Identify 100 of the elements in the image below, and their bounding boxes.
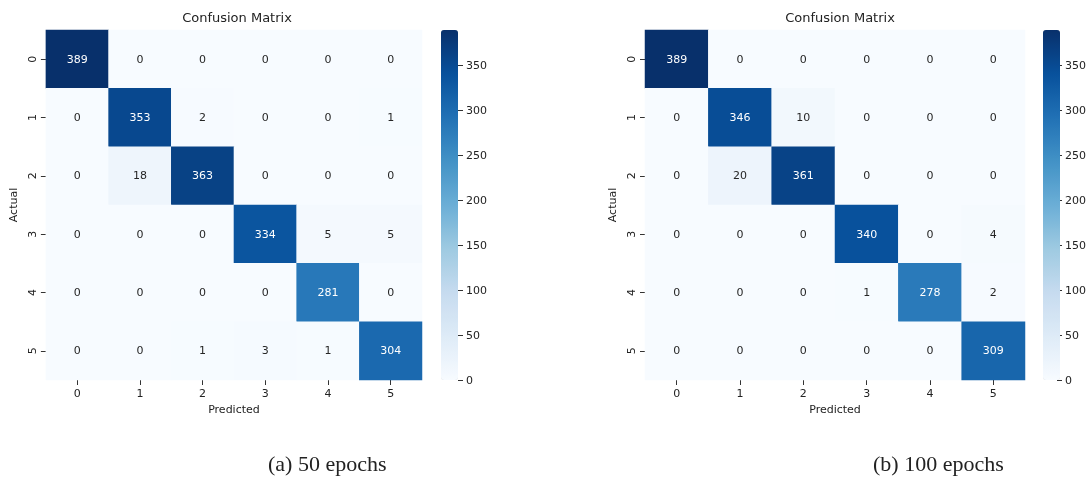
- data-label: 0: [324, 169, 332, 183]
- x-tick-label: 2: [199, 387, 207, 400]
- data-label: 0: [989, 169, 997, 183]
- data-label: 278: [919, 286, 941, 299]
- data-label: 0: [387, 52, 395, 66]
- y-tick-label: 5: [625, 347, 638, 355]
- data-label: 0: [799, 344, 807, 358]
- data-label: 20: [733, 169, 747, 183]
- x-tick-label: 3: [863, 387, 871, 400]
- x-tick-label: 2: [799, 387, 807, 400]
- data-label: 0: [989, 111, 997, 124]
- color-bar-label: 0: [1065, 373, 1072, 387]
- data-label: 340: [856, 227, 878, 241]
- data-label: 0: [73, 344, 81, 358]
- data-label: 0: [199, 286, 207, 299]
- data-label: 281: [317, 286, 339, 299]
- data-label: 0: [324, 52, 332, 66]
- chart-title: Confusion Matrix: [182, 10, 293, 25]
- y-tick-label: 2: [25, 172, 39, 180]
- color-bar-label: 100: [466, 283, 487, 297]
- y-tick-label: 3: [25, 230, 39, 238]
- data-label: 5: [324, 227, 332, 241]
- color-bar-label: 0: [466, 373, 473, 387]
- data-label: 0: [673, 169, 681, 183]
- data-label: 0: [136, 227, 144, 241]
- text: (a) 50 epochs: [268, 450, 387, 476]
- x-tick-label: 3: [261, 387, 269, 400]
- data-label: 0: [736, 344, 744, 358]
- color-bar-label: 350: [466, 58, 487, 72]
- data-label: 10: [796, 111, 811, 124]
- data-label: 5: [387, 227, 395, 241]
- data-label: 0: [73, 286, 81, 299]
- data-label: 0: [863, 344, 871, 358]
- y-tick-label: 3: [625, 230, 638, 238]
- data-label: 0: [926, 169, 934, 183]
- data-label: 2: [199, 111, 207, 124]
- data-label: 0: [989, 52, 997, 66]
- color-bar-label: 150: [466, 238, 487, 252]
- data-label: 0: [387, 169, 395, 183]
- data-label: 0: [673, 111, 681, 124]
- data-label: 389: [666, 52, 688, 66]
- data-label: 0: [261, 111, 269, 124]
- x-tick-label: 1: [136, 387, 144, 400]
- y-axis-title: Actual: [606, 187, 620, 223]
- data-label: 363: [192, 169, 214, 183]
- data-label: 1: [199, 344, 207, 358]
- data-label: 0: [926, 111, 934, 124]
- data-label: 0: [926, 227, 934, 241]
- color-bar-label: 200: [1065, 193, 1086, 207]
- data-label: 0: [73, 111, 81, 124]
- data-label: 0: [799, 52, 807, 66]
- data-label: 0: [736, 52, 744, 66]
- data-label: 1: [387, 111, 395, 124]
- text: (b) 100 epochs: [873, 450, 1004, 476]
- data-label: 4: [989, 227, 997, 241]
- data-label: 1: [324, 344, 332, 358]
- data-label: 0: [736, 227, 744, 241]
- color-bar-label: 250: [466, 148, 487, 162]
- color-bar-label: 100: [1065, 283, 1086, 297]
- data-label: 0: [199, 227, 207, 241]
- y-tick-label: 0: [25, 55, 39, 63]
- data-label: 0: [799, 227, 807, 241]
- y-axis-title: Actual: [7, 187, 20, 223]
- data-label: 1: [863, 286, 871, 299]
- data-label: 0: [136, 52, 144, 66]
- data-label: 0: [73, 227, 81, 241]
- data-label: 0: [736, 286, 744, 299]
- data-label: 0: [73, 169, 81, 183]
- y-tick-label: 4: [25, 289, 39, 296]
- data-label: 0: [324, 111, 332, 124]
- data-label: 334: [254, 227, 276, 241]
- color-bar-label: 150: [1065, 238, 1086, 252]
- data-label: 361: [792, 169, 814, 183]
- data-label: 0: [673, 227, 681, 241]
- color-bar-label: 300: [466, 103, 487, 117]
- data-label: 0: [926, 52, 934, 66]
- color-bar-label: 50: [1065, 328, 1079, 342]
- data-label: 0: [863, 169, 871, 183]
- y-tick-label: 5: [25, 347, 39, 355]
- y-tick-label: 2: [625, 172, 638, 180]
- data-label: 0: [863, 52, 871, 66]
- y-tick-label: 1: [625, 114, 638, 121]
- data-label: 304: [380, 344, 402, 358]
- data-label: 0: [261, 52, 269, 66]
- data-label: 0: [136, 286, 144, 299]
- data-label: 346: [729, 111, 751, 124]
- color-bar-label: 250: [1065, 148, 1086, 162]
- x-tick-label: 4: [926, 387, 934, 400]
- x-tick-label: 5: [387, 387, 395, 400]
- data-label: 353: [129, 111, 151, 124]
- color-bar-label: 50: [466, 328, 480, 342]
- chart-title: Confusion Matrix: [785, 10, 896, 25]
- color-bar-label: 300: [1065, 103, 1086, 117]
- x-tick-label: 0: [673, 387, 681, 400]
- x-axis-title: Predicted: [809, 402, 861, 416]
- color-bar-label: 350: [1065, 58, 1086, 72]
- data-label: 0: [387, 286, 395, 299]
- data-label: 309: [982, 344, 1004, 358]
- data-label: 0: [261, 286, 269, 299]
- data-label: 0: [261, 169, 269, 183]
